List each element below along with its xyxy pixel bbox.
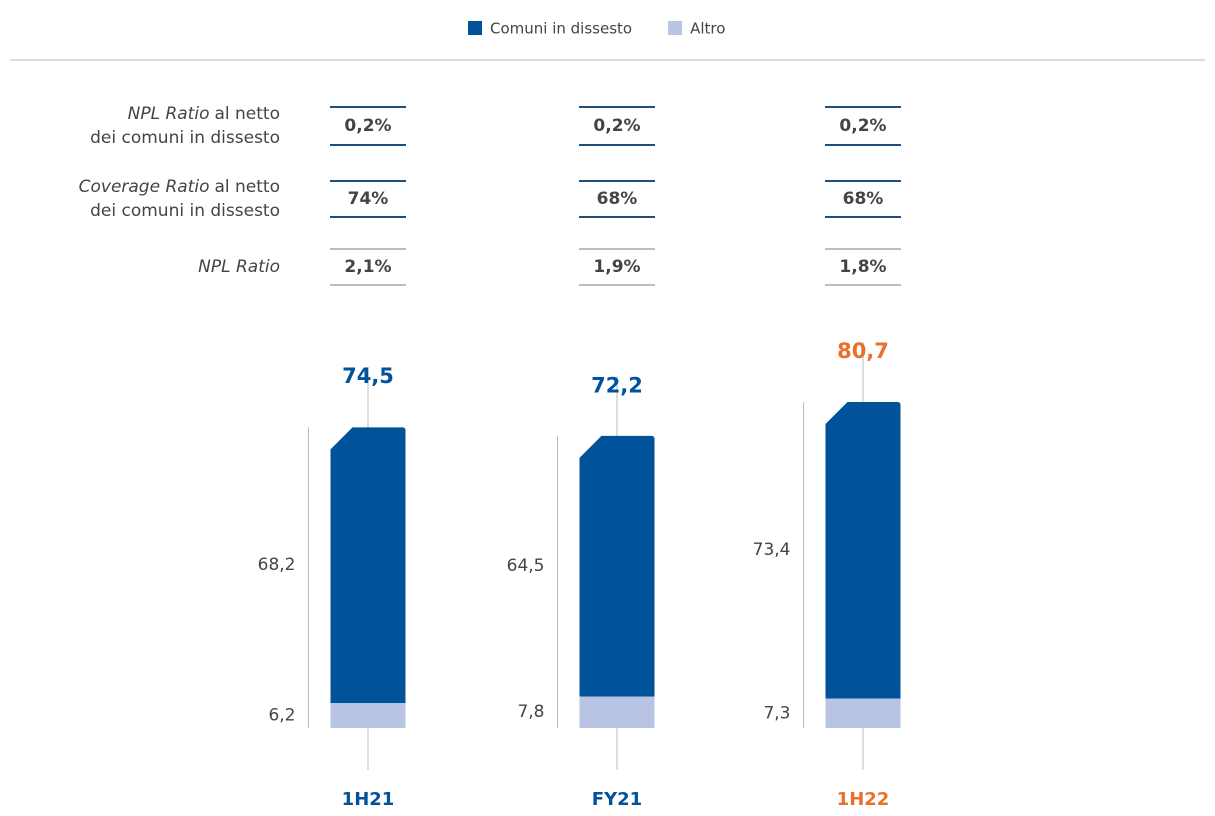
ratio-value: 1,9% (593, 257, 640, 277)
ratio-value: 1,8% (839, 257, 886, 277)
ratio-label-italic: NPL Ratio (128, 104, 210, 124)
segment-label: 73,4 (753, 540, 791, 560)
x-tick-label: 1H22 (837, 789, 890, 810)
legend-label: Altro (690, 20, 725, 38)
x-tick-label: FY21 (592, 789, 642, 810)
ratio-value: 0,2% (344, 116, 391, 136)
total-label: 80,7 (837, 339, 889, 363)
segment-label: 64,5 (507, 556, 545, 576)
ratio-label: dei comuni in dissesto (90, 128, 280, 148)
ratio-label: NPL Ratio (198, 257, 280, 277)
total-label: 72,2 (591, 373, 643, 397)
segment-label: 68,2 (258, 555, 296, 575)
bar-segment (579, 435, 655, 697)
segment-label: 7,3 (763, 703, 790, 723)
legend-swatch (668, 21, 683, 35)
ratio-value: 0,2% (593, 116, 640, 136)
legend-swatch (468, 21, 482, 35)
bar-segment (825, 401, 901, 699)
ratio-label-rest: al netto (214, 177, 280, 197)
bar-segment (330, 427, 406, 703)
ratio-label: Coverage Ratio al netto (79, 177, 280, 197)
ratio-value: 68% (843, 189, 884, 209)
bar-segment (579, 696, 655, 728)
ratio-value: 68% (597, 189, 638, 209)
ratio-label: NPL Ratio al netto (128, 104, 280, 124)
ratio-label-rest: al netto (214, 104, 280, 124)
ratio-label: dei comuni in dissesto (90, 201, 280, 221)
segment-label: 7,8 (517, 702, 544, 722)
ratio-label-italic: NPL Ratio (198, 257, 280, 277)
total-label: 74,5 (342, 364, 394, 388)
ratio-value: 0,2% (839, 116, 886, 136)
bar-segment (825, 698, 901, 728)
ratio-value: 74% (348, 189, 389, 209)
x-tick-label: 1H21 (342, 789, 395, 810)
legend-label: Comuni in dissesto (490, 20, 632, 38)
ratio-value: 2,1% (344, 257, 391, 277)
segment-label: 6,2 (268, 705, 295, 725)
bar-segment (330, 702, 406, 728)
ratio-label-italic: Coverage Ratio (79, 177, 210, 197)
